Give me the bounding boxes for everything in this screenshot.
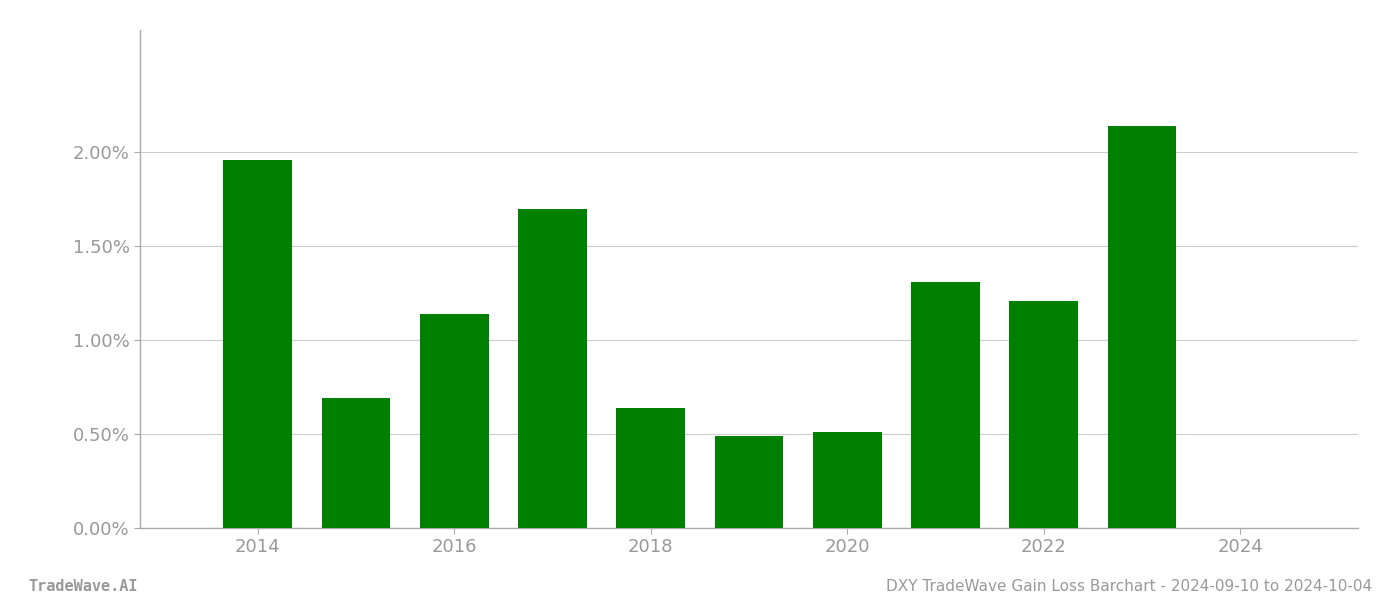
Bar: [616, 408, 685, 528]
Bar: [322, 398, 391, 528]
Bar: [714, 436, 784, 528]
Text: TradeWave.AI: TradeWave.AI: [28, 579, 137, 594]
Bar: [420, 314, 489, 528]
Bar: [1009, 301, 1078, 528]
Bar: [911, 282, 980, 528]
Text: DXY TradeWave Gain Loss Barchart - 2024-09-10 to 2024-10-04: DXY TradeWave Gain Loss Barchart - 2024-…: [886, 579, 1372, 594]
Bar: [1107, 126, 1176, 528]
Bar: [813, 432, 882, 528]
Bar: [518, 209, 587, 528]
Bar: [224, 160, 293, 528]
